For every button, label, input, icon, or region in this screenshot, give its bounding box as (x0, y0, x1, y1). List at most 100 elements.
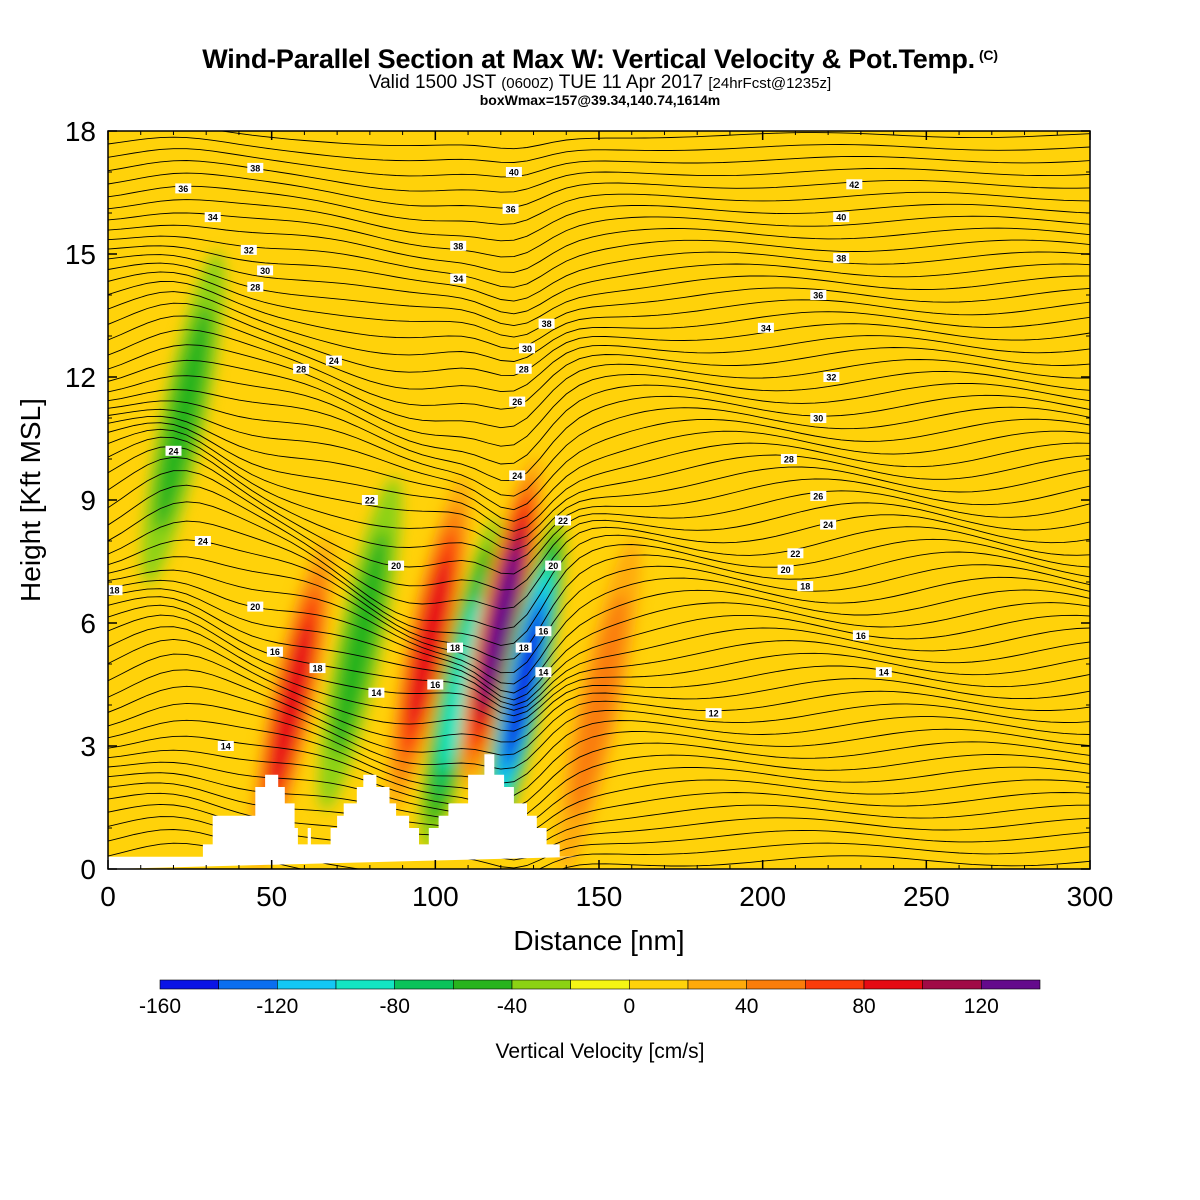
contour-label-bg (247, 281, 264, 292)
isentrope-line (108, 185, 1090, 225)
colorbar-swatch (687, 979, 748, 990)
isentrope-line (108, 685, 1090, 770)
contour-label: 30 (813, 414, 823, 424)
isentrope-line (108, 271, 1090, 338)
isentrope-line (108, 569, 1090, 685)
isentrope-line (108, 436, 1090, 551)
contour-label-bg (427, 679, 444, 690)
contour-label-bg (293, 363, 310, 374)
contour-label: 14 (221, 742, 231, 752)
potential-temperature-contours (108, 131, 1090, 869)
contour-label: 22 (558, 516, 568, 526)
y-tick-label: 0 (80, 854, 96, 885)
contour-label: 18 (800, 582, 810, 592)
colorbar-tick-label: -120 (256, 995, 298, 1018)
isentrope-line (108, 199, 1090, 242)
contour-label-bg (823, 372, 840, 382)
contour-label-bg (757, 322, 774, 333)
contour-label: 38 (836, 254, 846, 264)
isentrope-line (108, 400, 1090, 497)
contour-label-bg (852, 630, 869, 641)
contour-label-bg (450, 273, 467, 284)
chart-subtitle: Valid 1500 JST (0600Z) TUE 11 Apr 2017 [… (0, 72, 1200, 94)
contour-label: 24 (329, 356, 339, 366)
isentrope-line (108, 262, 1090, 327)
colorbar-swatch (218, 979, 278, 990)
contour-label-bg (780, 454, 797, 464)
contour-label: 14 (538, 668, 548, 678)
x-axis: 0 50 100 150 200 250 300 (100, 131, 1113, 912)
contour-label-bg (519, 343, 535, 354)
contour-label-bg (257, 265, 274, 276)
contour-label: 20 (548, 561, 558, 571)
contour-label-bg (538, 318, 555, 329)
contour-label: 20 (250, 602, 260, 612)
y-axis-label: Height [Kft MSL] (15, 398, 46, 602)
contour-label-bg (810, 490, 827, 501)
contour-label-bg (194, 536, 211, 546)
contour-label: 18 (450, 643, 460, 653)
x-tick-label: 300 (1067, 881, 1114, 912)
vv-cell (155, 305, 212, 531)
isentrope-line (108, 224, 1090, 273)
colorbar-tick-label: -40 (497, 995, 527, 1018)
contour-label: 26 (813, 491, 823, 501)
contour-label: 24 (823, 520, 833, 530)
isentrope-line (108, 596, 1090, 706)
y-tick-label: 15 (65, 239, 96, 270)
contour-label-bg (535, 667, 552, 678)
contour-label: 22 (790, 549, 800, 559)
isentrope-line (108, 344, 1090, 429)
contour-label: 18 (519, 643, 529, 653)
contour-label-bg (535, 626, 552, 637)
isentrope-line (108, 484, 1090, 610)
contour-label: 16 (538, 627, 548, 637)
colorbar-swatch (863, 979, 924, 990)
vv-cell (570, 592, 628, 818)
contour-label: 34 (761, 323, 771, 333)
contour-label-bg (388, 560, 405, 571)
contour-label: 24 (512, 471, 522, 481)
contour-label-bg (509, 396, 526, 407)
isentrope-line (108, 653, 1090, 743)
chart-title: Wind-Parallel Section at Max W: Vertical… (0, 44, 1200, 75)
contour-label-bg (368, 687, 385, 698)
contour-label: 36 (506, 204, 516, 214)
isentrope-line (108, 614, 1090, 717)
vv-cell (481, 546, 520, 700)
y-tick-label: 12 (65, 362, 96, 393)
isentrope-line (108, 408, 1090, 511)
contour-label-bg (833, 212, 850, 223)
vv-cell (505, 610, 543, 759)
contour-label-bg (509, 470, 526, 481)
isentrope-line (108, 359, 1090, 447)
contour-label-bg (787, 548, 804, 559)
isentrope-line (108, 422, 1090, 532)
isentrope-line (108, 235, 1090, 288)
isentrope-line (108, 148, 1090, 178)
contour-label: 40 (836, 213, 846, 223)
contour-label-bg (165, 445, 182, 456)
isentrope-line (108, 245, 1090, 302)
colorbar-swatch (570, 979, 630, 990)
valid-time: Valid 1500 JST (368, 72, 496, 93)
isentrope-line (108, 172, 1090, 209)
colorbar-swatch (452, 979, 513, 990)
colorbar-tick-label: 40 (735, 995, 758, 1018)
x-axis-label: Distance [nm] (513, 925, 684, 956)
isentrope-line (108, 456, 1090, 575)
contour-label-bg (833, 253, 850, 264)
colorbar-swatch (394, 979, 454, 990)
x-tick-label: 50 (256, 881, 287, 912)
contour-label: 28 (784, 455, 794, 465)
colorbar-swatch (922, 979, 982, 990)
x-tick-label: 100 (412, 881, 459, 912)
contour-label-bg (515, 363, 532, 374)
colorbar-swatch (804, 979, 865, 990)
terrain-mask (108, 754, 583, 869)
isentrope-line (108, 315, 1090, 393)
vv-cell (407, 557, 451, 730)
contour-label: 28 (519, 364, 529, 374)
contour-label: 36 (813, 291, 823, 301)
valid-date: TUE 11 Apr 2017 (558, 72, 704, 93)
